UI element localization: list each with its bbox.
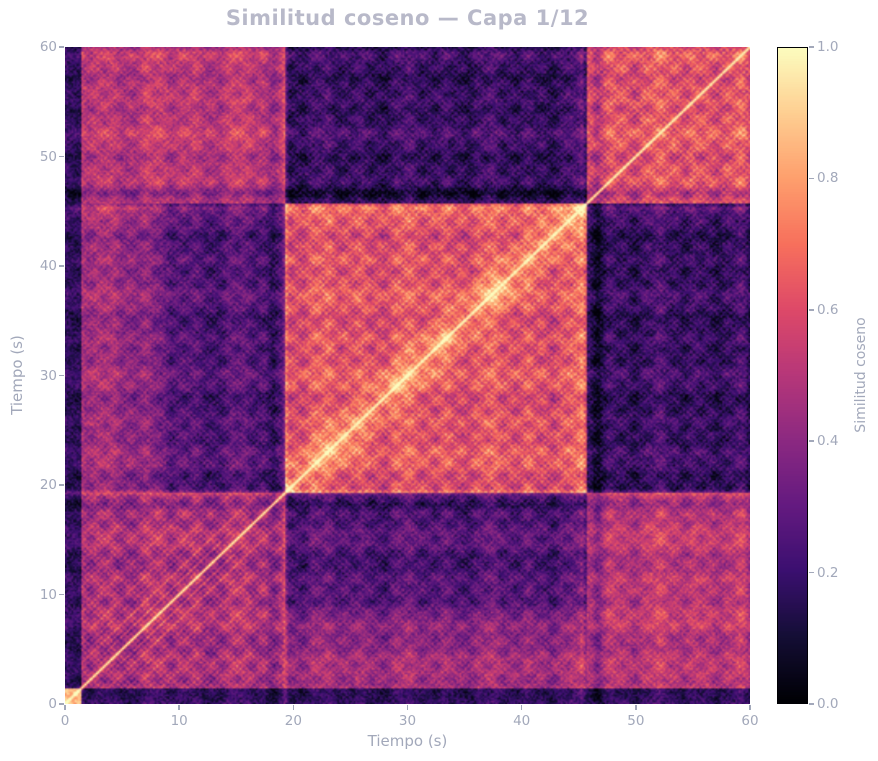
y-tick-mark bbox=[58, 155, 64, 158]
x-tick-label: 60 bbox=[741, 713, 759, 729]
colorbar-tick-label: 1.0 bbox=[817, 39, 839, 55]
y-tick-mark bbox=[58, 46, 64, 48]
y-tick-label: 30 bbox=[39, 367, 57, 384]
colorbar-tick-mark bbox=[809, 571, 814, 574]
x-tick-label: 20 bbox=[284, 713, 302, 729]
y-tick-mark bbox=[58, 374, 64, 377]
y-tick-label: 0 bbox=[48, 696, 57, 712]
x-tick-mark bbox=[635, 705, 637, 710]
colorbar-tick-label: 0.0 bbox=[817, 696, 839, 712]
y-tick-mark bbox=[58, 484, 64, 486]
y-tick-label: 50 bbox=[39, 148, 57, 165]
x-tick-mark bbox=[292, 705, 295, 710]
colorbar-tick-mark bbox=[809, 46, 814, 48]
y-tick-label: 40 bbox=[39, 258, 57, 274]
x-tick-mark bbox=[64, 705, 66, 710]
colorbar-tick-mark bbox=[809, 703, 814, 705]
x-axis-label: Tiempo (s) bbox=[367, 732, 448, 750]
colorbar-tick-mark bbox=[809, 309, 814, 311]
x-tick-mark bbox=[178, 705, 180, 710]
x-tick-mark bbox=[520, 705, 523, 710]
y-tick-label: 60 bbox=[39, 39, 57, 55]
x-tick-label: 40 bbox=[513, 713, 531, 729]
y-tick-mark bbox=[58, 593, 64, 596]
chart-title: Similitud coseno — Capa 1/12 bbox=[225, 6, 590, 30]
x-tick-label: 50 bbox=[627, 713, 645, 729]
colorbar-tick-mark bbox=[809, 177, 814, 180]
colorbar-tick-mark bbox=[809, 440, 814, 442]
colorbar-tick-label: 0.8 bbox=[817, 170, 839, 187]
y-tick-label: 10 bbox=[39, 586, 57, 603]
x-tick-label: 10 bbox=[170, 713, 188, 729]
y-tick-label: 20 bbox=[39, 477, 57, 493]
x-tick-mark bbox=[406, 705, 409, 710]
x-tick-mark bbox=[749, 705, 751, 710]
colorbar-gradient-canvas bbox=[778, 48, 807, 703]
x-tick-label: 0 bbox=[60, 713, 70, 729]
y-tick-mark bbox=[58, 703, 64, 705]
colorbar-tick-label: 0.2 bbox=[817, 564, 839, 581]
colorbar-tick-label: 0.4 bbox=[817, 433, 839, 450]
colorbar-tick-label: 0.6 bbox=[817, 301, 839, 318]
x-tick-label: 30 bbox=[398, 713, 417, 729]
y-tick-mark bbox=[58, 265, 64, 267]
colorbar-frame bbox=[777, 47, 808, 704]
colorbar-label: Similitud coseno bbox=[853, 317, 869, 433]
heatmap-canvas bbox=[65, 47, 750, 704]
